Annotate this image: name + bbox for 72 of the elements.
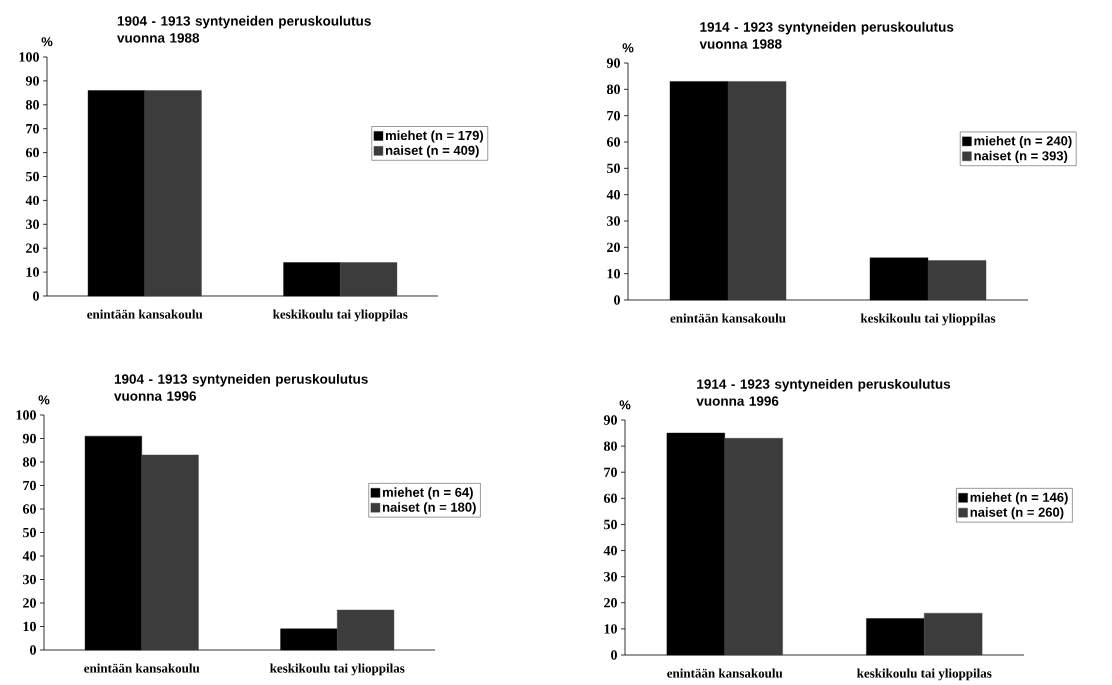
y-tick-label: 100	[16, 410, 36, 420]
x-tick-label: keskikoulu tai ylioppilas	[857, 668, 992, 681]
y-tick-label: 80	[603, 441, 617, 451]
bar	[927, 260, 987, 301]
y-tick-label: 30	[26, 219, 39, 230]
y-tick-label: 10	[604, 624, 617, 634]
bar	[727, 81, 787, 301]
y-axis-title: %	[41, 37, 53, 47]
legend-label: naiset (n = 180)	[382, 502, 476, 515]
bar	[924, 613, 983, 656]
y-tick-label: 0	[30, 645, 36, 655]
y-tick-label: 10	[26, 267, 39, 277]
legend-label: naiset (n = 409)	[385, 145, 479, 158]
y-axis-title: %	[619, 400, 631, 410]
y-tick-label: 10	[607, 268, 620, 279]
bar	[724, 438, 783, 656]
chart-title: 1914 - 1923 syntyneiden peruskoulutus vuonna 1996	[696, 378, 951, 406]
x-tick-label: enintään kansakoulu	[670, 313, 786, 323]
y-tick-label: 90	[606, 58, 620, 68]
y-tick-label: 50	[23, 527, 36, 538]
y-tick-label: 90	[25, 76, 39, 86]
x-tick-label: keskikoulu tai ylioppilas	[860, 313, 996, 326]
y-tick-label: 60	[22, 504, 36, 514]
legend-label: naiset (n = 393)	[974, 150, 1068, 163]
y-tick-label: 80	[25, 100, 39, 110]
y-tick-label: 50	[604, 519, 617, 530]
y-tick-label: 70	[607, 110, 620, 121]
y-tick-label: 20	[607, 242, 620, 253]
legend-label: miehet (n = 240)	[974, 135, 1072, 149]
y-tick-label: 100	[19, 52, 39, 62]
y-tick-label: 40	[22, 551, 36, 561]
x-tick-label: enintään kansakoulu	[84, 663, 200, 673]
y-tick-label: 90	[603, 415, 617, 425]
chart-title: 1904 - 1913 syntyneiden peruskoulutus vuonna 1988	[117, 15, 371, 43]
y-tick-label: 70	[23, 480, 36, 491]
y-tick-label: 40	[606, 189, 620, 200]
y-tick-label: 20	[604, 598, 617, 608]
y-tick-label: 30	[23, 574, 36, 585]
legend-label: miehet (n = 179)	[385, 130, 484, 143]
chart-title: 1914 - 1923 syntyneiden peruskoulutus vuonna 1988	[699, 21, 954, 49]
y-tick-label: 30	[607, 216, 620, 226]
y-tick-label: 0	[33, 291, 39, 301]
y-tick-label: 40	[25, 195, 39, 206]
bar	[141, 454, 199, 651]
chart-title: 1904 - 1913 syntyneiden peruskoulutus vuonna 1996	[114, 373, 368, 401]
y-tick-label: 20	[23, 598, 36, 608]
y-tick-label: 60	[606, 137, 620, 147]
y-tick-label: 50	[26, 171, 39, 182]
legend-label: miehet (n = 64)	[382, 487, 473, 500]
y-tick-label: 80	[606, 84, 620, 95]
y-tick-label: 0	[611, 650, 617, 660]
y-tick-label: 30	[604, 571, 617, 582]
x-tick-label: keskikoulu tai ylioppilas	[273, 309, 408, 322]
y-tick-label: 80	[22, 457, 36, 467]
legend-label: miehet (n = 146)	[970, 492, 1068, 505]
y-tick-label: 60	[25, 147, 39, 158]
y-tick-label: 90	[22, 433, 36, 444]
y-tick-label: 40	[603, 545, 617, 556]
x-tick-label: enintään kansakoulu	[87, 309, 203, 319]
y-axis-title: %	[38, 395, 50, 405]
y-tick-label: 60	[603, 493, 617, 504]
y-tick-label: 70	[604, 467, 617, 477]
bar	[337, 609, 395, 651]
y-axis-title: %	[622, 43, 634, 53]
y-tick-label: 20	[26, 243, 39, 253]
x-tick-label: keskikoulu tai ylioppilas	[270, 663, 405, 676]
y-tick-label: 50	[607, 163, 620, 174]
legend-label: naiset (n = 260)	[970, 507, 1064, 520]
y-tick-label: 0	[614, 295, 620, 305]
y-tick-label: 10	[23, 621, 36, 632]
x-tick-label: enintään kansakoulu	[667, 668, 783, 678]
y-tick-label: 70	[26, 123, 39, 134]
